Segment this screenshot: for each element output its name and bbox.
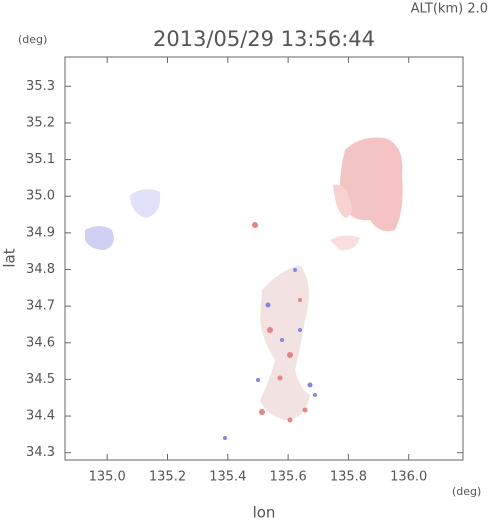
- plot-frame: [64, 56, 464, 461]
- y-tick-label: 34.5: [26, 372, 55, 387]
- altitude-label: ALT(km) 2.0: [411, 2, 488, 17]
- y-unit: (deg): [18, 33, 47, 46]
- x-tick-label: 135.2: [149, 470, 186, 485]
- x-tick-label: 135.6: [270, 470, 307, 485]
- y-tick-label: 34.7: [26, 299, 55, 314]
- y-tick-label: 34.9: [26, 225, 55, 240]
- y-tick-label: 35.1: [26, 152, 55, 167]
- echo-field: [85, 137, 403, 440]
- y-tick-label: 35.0: [26, 189, 55, 204]
- y-tick-label: 34.4: [26, 409, 55, 424]
- x-tick-label: 136.0: [390, 470, 427, 485]
- x-axis-label: lon: [253, 504, 276, 521]
- y-tick-label: 35.3: [26, 79, 55, 94]
- chart-title: 2013/05/29 13:56:44: [153, 27, 375, 51]
- x-tick-label: 135.0: [89, 470, 126, 485]
- x-unit: (deg): [452, 485, 481, 498]
- x-tick-label: 135.4: [209, 470, 246, 485]
- y-tick-label: 34.6: [26, 335, 55, 350]
- y-tick-label: 34.3: [26, 445, 55, 460]
- y-tick-label: 35.2: [26, 115, 55, 130]
- y-tick-label: 34.8: [26, 262, 55, 277]
- x-tick-label: 135.8: [330, 470, 367, 485]
- y-axis-label: lat: [1, 248, 19, 267]
